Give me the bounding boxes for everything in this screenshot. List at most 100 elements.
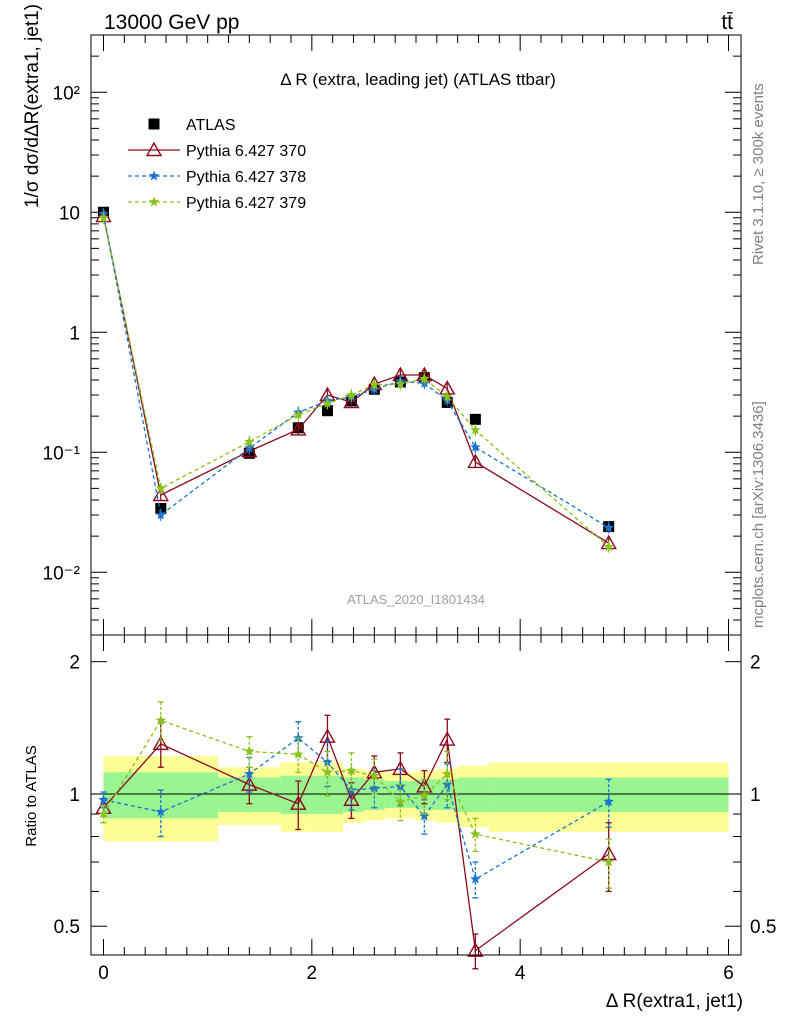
- main-y-label-text: 1/σ dσ/dΔR(extra1, jet1): [22, 4, 43, 208]
- ratio-data-point: [603, 856, 614, 867]
- x-tick-label: 0: [98, 963, 109, 984]
- watermark: ATLAS_2020_I1801434: [347, 592, 485, 607]
- x-tick-label: 4: [515, 963, 526, 984]
- ratio-series-0: [95, 714, 617, 970]
- ratio-data-point: [369, 770, 380, 781]
- ratio-data-point: [419, 810, 430, 821]
- ratio-series-2: [98, 701, 614, 889]
- main-data-point: [442, 391, 453, 402]
- ratio-data-point: [98, 794, 109, 805]
- ratio-data-point: [369, 782, 380, 793]
- main-data-point: [395, 378, 406, 389]
- header-right: tt̄: [721, 11, 733, 34]
- legend-marker: [145, 141, 163, 157]
- legend-entry: Pythia 6.427 379: [186, 195, 306, 212]
- main-data-point: [603, 522, 614, 533]
- main-data-point: [470, 441, 481, 452]
- ratio-data-point: [293, 748, 304, 759]
- main-data-point: [155, 502, 167, 514]
- legend-marker: [148, 170, 160, 181]
- main-data-point: [155, 509, 166, 520]
- main-data-point: [346, 389, 357, 400]
- ratio-band-inner: [309, 775, 344, 815]
- main-data-point: [293, 409, 304, 420]
- x-tick-label: 6: [723, 963, 734, 984]
- main-y-tick-label: 1: [69, 323, 80, 344]
- main-series-line: [102, 217, 610, 548]
- ratio-series-line: [103, 737, 610, 881]
- mcplots-label: mcplots.cern.ch [arXiv:1306.3436]: [750, 401, 767, 628]
- ratio-data-point: [467, 942, 484, 957]
- main-data-point: [470, 424, 481, 435]
- ratio-band-inner: [103, 772, 114, 819]
- ratio-y-tick-label-left: 0.5: [54, 917, 80, 938]
- main-series-2: [98, 207, 614, 534]
- ratio-data-point: [98, 808, 109, 819]
- main-y-tick-labels: 10⁻² 10⁻¹ 1 10 10²: [43, 83, 81, 584]
- ratio-data-point: [155, 714, 166, 725]
- ratio-frame: [90, 634, 742, 956]
- main-series-3: [98, 211, 614, 553]
- main-data-point: [322, 398, 333, 408]
- ratio-data-point: [442, 768, 453, 779]
- main-data-point: [343, 393, 360, 409]
- main-y-tick-label: 10: [59, 203, 80, 224]
- rivet-label: Rivet 3.1.10, ≥ 300k events: [750, 83, 767, 265]
- x-axis-label: Δ R(extra1, jet1): [606, 991, 743, 1012]
- main-series-1: [95, 207, 617, 550]
- x-tick-labels: 0 2 4 6: [98, 963, 734, 984]
- main-data-point: [155, 482, 166, 493]
- legend-marker: [148, 196, 160, 207]
- ratio-data-point: [346, 765, 357, 776]
- ratio-data-point: [419, 790, 430, 801]
- main-y-tick-label: 10⁻¹: [43, 443, 81, 464]
- ratio-data-point: [439, 731, 456, 746]
- ratio-y-axis-label: Ratio to ATLAS: [23, 745, 40, 846]
- ratio-series-line: [102, 719, 609, 863]
- main-data-point: [98, 212, 109, 223]
- chart-title: Δ R (extra, leading jet) (ATLAS ttbar): [280, 70, 556, 89]
- header-left: 13000 GeV pp: [104, 11, 239, 34]
- ratio-data-point: [155, 806, 166, 817]
- ratio-data-point: [470, 828, 481, 839]
- ratio-y-tick-label-right: 2: [750, 653, 761, 674]
- ratio-data-point: [244, 768, 255, 779]
- main-series-line: [102, 215, 610, 544]
- main-y-axis-label: 1/σ dσ/dΔR(extra1, jet1): [22, 4, 43, 208]
- ratio-y-tick-label-left: 1: [69, 785, 80, 806]
- ratio-data-point: [603, 796, 614, 807]
- main-data-point: [152, 486, 169, 502]
- ratio-data-point: [395, 796, 406, 807]
- main-data-point: [369, 379, 380, 390]
- ratio-panel: 0.5 0.5 1 1 2 2 0 2 4 6 Ratio to ATLAS Δ R(extra…: [23, 634, 777, 1012]
- legend: ATLAS Pythia 6.427 370 Pythia 6.427 378 Pyt…: [128, 117, 306, 212]
- main-y-tick-label: 10²: [53, 83, 80, 104]
- legend-entry: ATLAS: [186, 117, 236, 134]
- main-data-point: [244, 436, 255, 447]
- ratio-band-inner: [343, 777, 364, 812]
- ratio-data-point: [322, 766, 333, 777]
- main-data-point: [603, 541, 614, 552]
- ratio-data-point: [290, 795, 307, 810]
- main-data-point: [467, 453, 484, 469]
- legend-entry: Pythia 6.427 370: [186, 143, 306, 160]
- ratio-y-tick-label-right: 1: [750, 785, 761, 806]
- main-panel: Δ R (extra, leading jet) (ATLAS ttbar) A…: [22, 4, 742, 636]
- main-data-point: [290, 420, 307, 436]
- legend-entry: Pythia 6.427 378: [186, 169, 306, 186]
- ratio-data-point: [470, 873, 481, 884]
- ratio-y-tick-label-left: 2: [69, 653, 80, 674]
- ratio-plot-area: [91, 635, 741, 970]
- main-y-tick-label: 10⁻²: [43, 563, 81, 584]
- main-data-point: [321, 405, 333, 417]
- main-series-line: [102, 213, 610, 529]
- ratio-data-point: [152, 735, 169, 751]
- ratio-y-tick-label-right: 0.5: [750, 917, 776, 938]
- legend-marker: [148, 118, 160, 130]
- ratio-y-tick-labels: 0.5 0.5 1 1 2 2: [54, 653, 777, 939]
- main-data-point: [419, 373, 430, 384]
- main-plot-area: [91, 34, 741, 636]
- main-series-0: [98, 206, 615, 533]
- ratio-series-line: [103, 734, 610, 952]
